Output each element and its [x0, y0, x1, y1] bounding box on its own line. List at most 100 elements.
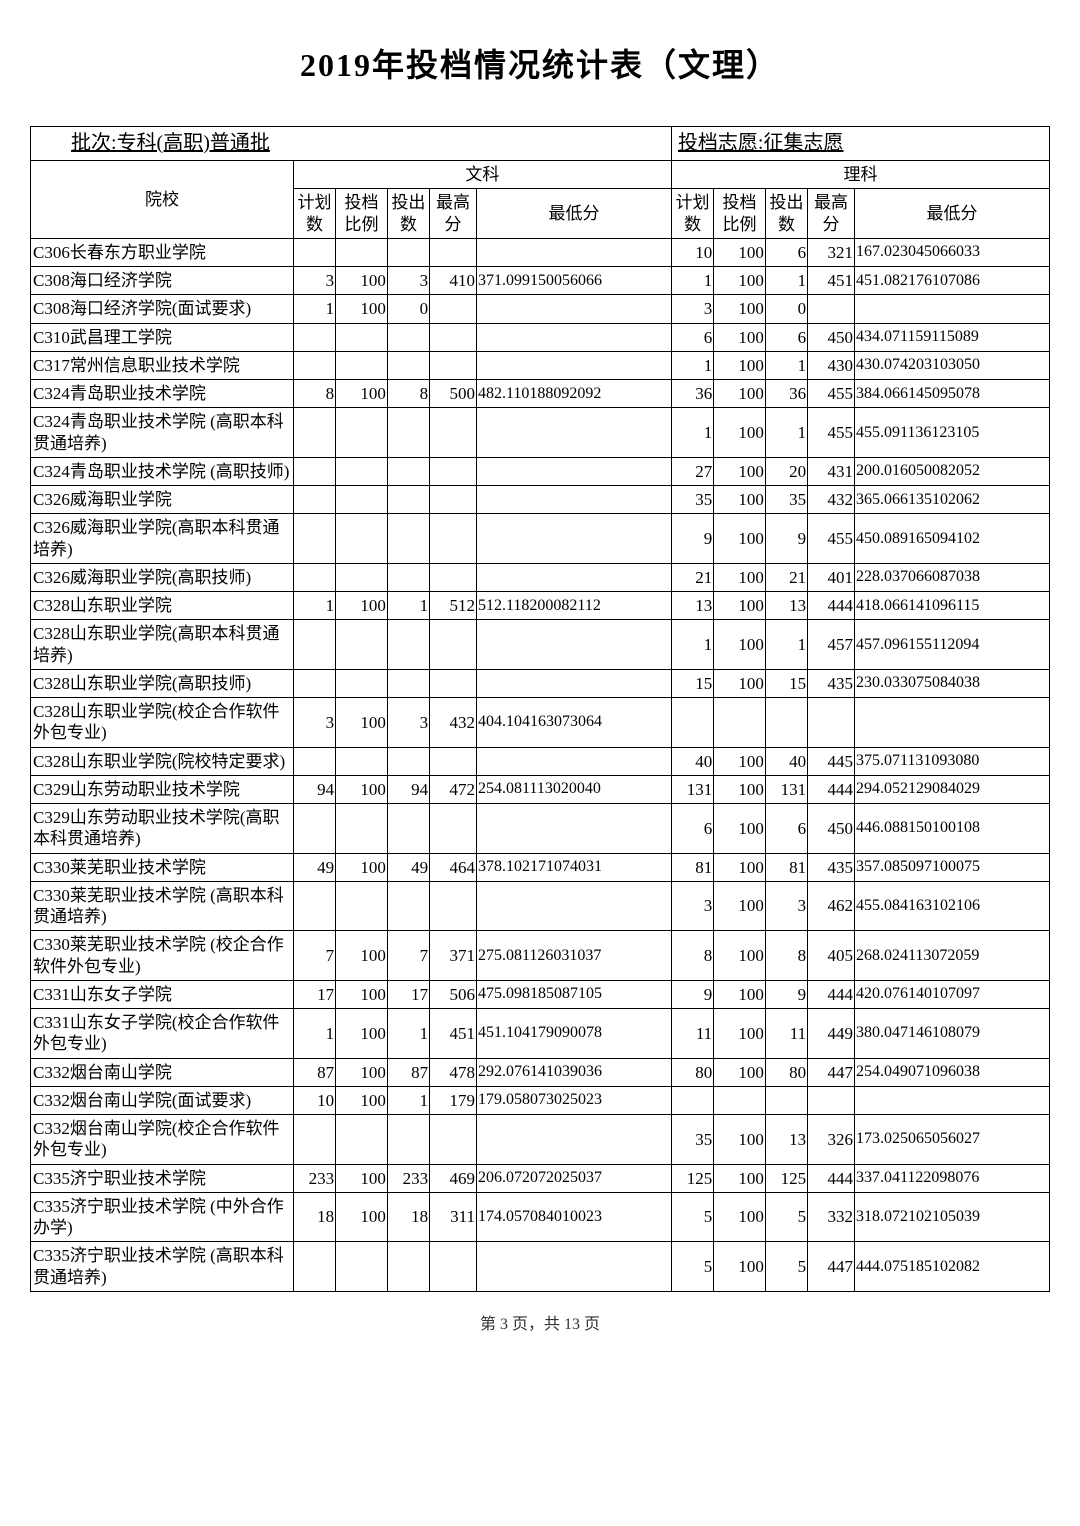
cell-a-out: [387, 669, 429, 697]
cell-a-min: [477, 295, 672, 323]
cell-s-min: 455.091136123105: [855, 408, 1050, 458]
cell-a-plan: 1: [293, 1009, 335, 1059]
cell-a-ratio: 100: [336, 698, 388, 748]
cell-s-ratio: 100: [714, 457, 766, 485]
cell-s-ratio: 100: [714, 295, 766, 323]
cell-a-max: [430, 295, 477, 323]
cell-s-max: 444: [808, 1164, 855, 1192]
cell-a-out: [387, 804, 429, 854]
cell-school: C331山东女子学院: [31, 980, 294, 1008]
col-out-a: 投出数: [387, 189, 429, 239]
cell-school: C326威海职业学院(高职本科贯通培养): [31, 514, 294, 564]
cell-s-max: 455: [808, 408, 855, 458]
cell-a-plan: [293, 620, 335, 670]
cell-s-min: 430.074203103050: [855, 351, 1050, 379]
cell-a-ratio: 100: [336, 1058, 388, 1086]
cell-s-out: 6: [765, 238, 807, 266]
cell-s-out: 13: [765, 592, 807, 620]
cell-s-plan: 10: [671, 238, 713, 266]
cell-s-max: 447: [808, 1058, 855, 1086]
cell-a-max: [430, 620, 477, 670]
cell-a-plan: 17: [293, 980, 335, 1008]
col-plan-a: 计划数: [293, 189, 335, 239]
cell-s-ratio: 100: [714, 669, 766, 697]
cell-a-out: [387, 514, 429, 564]
cell-s-max: 447: [808, 1242, 855, 1292]
cell-a-plan: 94: [293, 775, 335, 803]
table-row: C329山东劳动职业技术学院(高职本科贯通培养)61006450446.0881…: [31, 804, 1050, 854]
cell-s-plan: 15: [671, 669, 713, 697]
cell-s-min: [855, 698, 1050, 748]
cell-a-plan: [293, 804, 335, 854]
cell-s-ratio: 100: [714, 853, 766, 881]
cell-s-out: 125: [765, 1164, 807, 1192]
cell-a-ratio: [336, 620, 388, 670]
cell-s-plan: 125: [671, 1164, 713, 1192]
cell-s-min: 380.047146108079: [855, 1009, 1050, 1059]
cell-a-ratio: 100: [336, 295, 388, 323]
page-title: 2019年投档情况统计表（文理）: [30, 40, 1050, 86]
cell-school: C332烟台南山学院(面试要求): [31, 1086, 294, 1114]
cell-a-max: 410: [430, 267, 477, 295]
cell-s-min: 418.066141096115: [855, 592, 1050, 620]
col-out-s: 投出数: [765, 189, 807, 239]
table-row: C324青岛职业技术学院 (高职本科贯通培养)11001455455.09113…: [31, 408, 1050, 458]
cell-school: C306长春东方职业学院: [31, 238, 294, 266]
cell-a-max: [430, 669, 477, 697]
cell-a-max: 179: [430, 1086, 477, 1114]
cell-s-ratio: 100: [714, 931, 766, 981]
cell-s-min: 434.071159115089: [855, 323, 1050, 351]
cell-s-ratio: 100: [714, 1242, 766, 1292]
cell-a-ratio: [336, 669, 388, 697]
cell-school: C335济宁职业技术学院 (中外合作办学): [31, 1192, 294, 1242]
cell-a-out: [387, 1242, 429, 1292]
cell-a-ratio: 100: [336, 1164, 388, 1192]
cell-s-ratio: 100: [714, 620, 766, 670]
cell-a-plan: 3: [293, 698, 335, 748]
cell-s-min: 451.082176107086: [855, 267, 1050, 295]
cell-s-ratio: 100: [714, 1192, 766, 1242]
cell-school: C308海口经济学院(面试要求): [31, 295, 294, 323]
cell-a-max: [430, 747, 477, 775]
cell-a-out: [387, 457, 429, 485]
cell-s-out: 3: [765, 881, 807, 931]
cell-a-max: [430, 323, 477, 351]
cell-school: C317常州信息职业技术学院: [31, 351, 294, 379]
cell-s-max: 444: [808, 592, 855, 620]
cell-school: C330莱芜职业技术学院: [31, 853, 294, 881]
cell-s-out: 80: [765, 1058, 807, 1086]
cell-a-plan: 87: [293, 1058, 335, 1086]
cell-s-max: 321: [808, 238, 855, 266]
cell-s-ratio: [714, 698, 766, 748]
cell-s-plan: 35: [671, 1115, 713, 1165]
cell-a-out: 7: [387, 931, 429, 981]
cell-s-plan: 13: [671, 592, 713, 620]
cell-s-out: 81: [765, 853, 807, 881]
cell-a-out: 1: [387, 1009, 429, 1059]
cell-s-plan: 80: [671, 1058, 713, 1086]
cell-s-max: 435: [808, 853, 855, 881]
cell-a-out: [387, 408, 429, 458]
cell-a-min: 482.110188092092: [477, 380, 672, 408]
cell-s-max: 444: [808, 775, 855, 803]
cell-a-min: [477, 351, 672, 379]
cell-s-max: 405: [808, 931, 855, 981]
cell-school: C328山东职业学院(院校特定要求): [31, 747, 294, 775]
cell-a-plan: 18: [293, 1192, 335, 1242]
cell-s-out: 0: [765, 295, 807, 323]
cell-a-ratio: 100: [336, 980, 388, 1008]
cell-s-plan: 1: [671, 620, 713, 670]
cell-a-out: [387, 620, 429, 670]
col-ratio-s: 投档比例: [714, 189, 766, 239]
cell-s-ratio: 100: [714, 267, 766, 295]
col-min-a: 最低分: [477, 189, 672, 239]
cell-a-plan: [293, 881, 335, 931]
cell-a-max: [430, 238, 477, 266]
table-body: C306长春东方职业学院101006321167.023045066033C30…: [31, 238, 1050, 1291]
cell-school: C329山东劳动职业技术学院(高职本科贯通培养): [31, 804, 294, 854]
cell-a-min: [477, 881, 672, 931]
table-row: C306长春东方职业学院101006321167.023045066033: [31, 238, 1050, 266]
cell-s-ratio: 100: [714, 1115, 766, 1165]
cell-s-max: 401: [808, 563, 855, 591]
cell-s-min: 455.084163102106: [855, 881, 1050, 931]
